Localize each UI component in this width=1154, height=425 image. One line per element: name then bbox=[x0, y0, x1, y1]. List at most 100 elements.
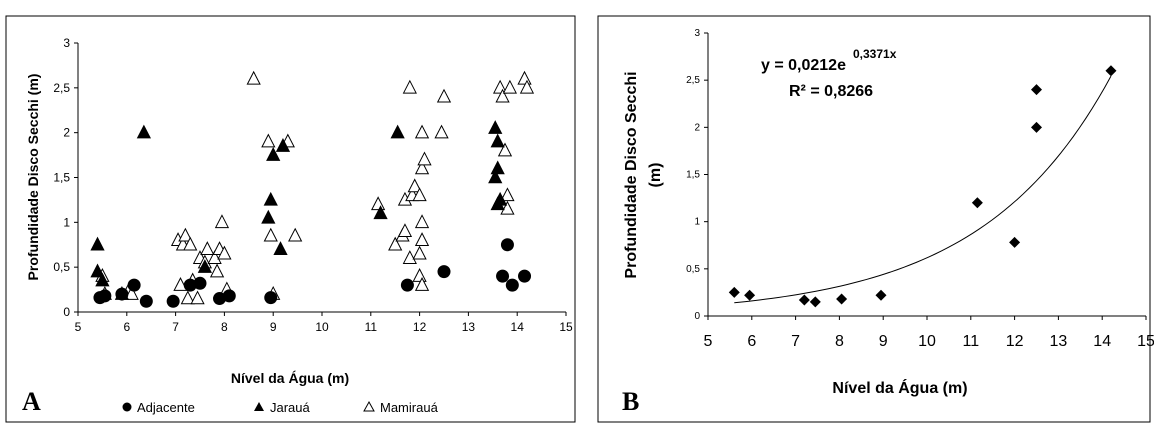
point-adjacente bbox=[500, 238, 514, 252]
point-mamiraua bbox=[417, 151, 432, 166]
panel-b-x-tick-label: 10 bbox=[918, 333, 936, 350]
panel-a-y-tick-label: 2,5 bbox=[53, 81, 70, 95]
point-mamiraua bbox=[261, 133, 276, 148]
point-mamiraua bbox=[124, 285, 139, 300]
point-mamiraua bbox=[388, 236, 403, 251]
panel-a-x-tick-label: 6 bbox=[123, 320, 130, 334]
point-adjacente bbox=[222, 289, 236, 303]
panel-a-y-tick-label: 1 bbox=[63, 215, 70, 229]
point-adjacente bbox=[437, 265, 451, 279]
point-diamond bbox=[798, 294, 810, 306]
panel-b-x-tick-label: 6 bbox=[747, 333, 756, 350]
legend-jaraua-label: Jarauá bbox=[270, 400, 311, 415]
point-adjacente bbox=[98, 289, 112, 303]
panel-b-y-axis-label-line1: Profundidade Disco Secchi bbox=[623, 71, 640, 278]
panel-b-x-tick-label: 8 bbox=[835, 333, 844, 350]
point-diamond bbox=[809, 296, 821, 308]
point-mamiraua bbox=[217, 245, 232, 260]
point-mamiraua bbox=[402, 79, 417, 94]
panel-a-y-tick-label: 0,5 bbox=[53, 260, 70, 274]
point-mamiraua bbox=[414, 232, 430, 247]
point-mamiraua bbox=[263, 227, 278, 242]
point-adjacente bbox=[264, 291, 278, 305]
panel-b-y-tick-label: 0 bbox=[694, 311, 700, 322]
trendline bbox=[734, 75, 1112, 304]
panel-a-x-tick-label: 7 bbox=[172, 320, 179, 334]
panel-b-letter: B bbox=[622, 387, 639, 416]
point-jaraua bbox=[136, 124, 151, 139]
point-mamiraua bbox=[209, 263, 225, 278]
panel-a-frame bbox=[5, 15, 576, 423]
point-mamiraua bbox=[500, 187, 515, 202]
point-diamond bbox=[1105, 65, 1117, 77]
panel-b-x-tick-label: 7 bbox=[791, 333, 800, 350]
panel-a-y-tick-label: 0 bbox=[63, 305, 70, 319]
point-mamiraua bbox=[434, 124, 449, 139]
panel-b-y-tick-label: 0,5 bbox=[686, 264, 700, 275]
panel-a-x-tick-label: 11 bbox=[365, 320, 378, 334]
point-mamiraua bbox=[214, 214, 230, 229]
point-mamiraua bbox=[414, 124, 430, 139]
panel-b-y-axis-label-line2: (m) bbox=[647, 163, 664, 188]
point-adjacente bbox=[139, 294, 153, 308]
point-jaraua bbox=[390, 124, 405, 139]
point-mamiraua bbox=[183, 236, 198, 251]
panel-a-legend: Adjacente Jarauá Mamirauá bbox=[122, 400, 439, 415]
panel-b-y-tick-label: 2,5 bbox=[686, 75, 700, 86]
point-mamiraua bbox=[497, 142, 513, 157]
chart-panel-a: A Profundidade Disco Secchi (m) Nível da… bbox=[5, 15, 576, 423]
panel-b-y-tick-label: 1,5 bbox=[686, 170, 700, 181]
point-jaraua bbox=[490, 133, 505, 148]
point-mamiraua bbox=[493, 79, 508, 94]
panel-b-x-tick-label: 15 bbox=[1137, 333, 1154, 350]
point-mamiraua bbox=[500, 200, 515, 215]
panel-a-x-axis-label: Nível da Água (m) bbox=[231, 370, 349, 386]
panel-b-y-tick-label: 3 bbox=[694, 28, 700, 39]
panel-b-frame bbox=[597, 15, 1151, 423]
legend-mamiraua-marker bbox=[363, 400, 375, 412]
point-mamiraua bbox=[412, 187, 427, 202]
point-mamiraua bbox=[412, 268, 427, 282]
panel-b-y-tick-label: 2 bbox=[694, 122, 700, 133]
point-mamiraua bbox=[517, 70, 532, 85]
panel-a-x-tick-label: 10 bbox=[315, 320, 329, 334]
panel-a-x-tick-label: 5 bbox=[75, 320, 82, 334]
legend-adjacente-marker bbox=[122, 402, 132, 412]
panel-a-y-tick-label: 2 bbox=[63, 126, 70, 140]
point-adjacente bbox=[505, 278, 519, 292]
point-diamond bbox=[1031, 121, 1042, 133]
point-diamond bbox=[836, 293, 848, 305]
panel-a-y-axis-label: Profundidade Disco Secchi (m) bbox=[25, 74, 41, 281]
panel-b-equation: y = 0,0212e 0,3371x R² = 0,8266 bbox=[761, 47, 897, 100]
point-mamiraua bbox=[414, 277, 430, 291]
point-diamond bbox=[1031, 84, 1042, 96]
panel-b-x-tick-label: 12 bbox=[1006, 333, 1024, 350]
point-jaraua bbox=[488, 120, 503, 134]
point-mamiraua bbox=[178, 227, 193, 242]
point-diamond bbox=[971, 197, 983, 209]
point-adjacente bbox=[213, 292, 227, 306]
point-adjacente bbox=[193, 276, 207, 290]
point-diamond bbox=[1009, 236, 1021, 248]
point-jaraua bbox=[197, 259, 212, 273]
panel-a-y-tick-label: 3 bbox=[63, 36, 70, 50]
point-mamiraua bbox=[502, 79, 517, 94]
point-mamiraua bbox=[371, 196, 386, 211]
point-mamiraua bbox=[190, 290, 205, 305]
point-jaraua bbox=[488, 169, 503, 184]
panel-a-x-tick-label: 15 bbox=[559, 320, 573, 334]
trendline-equation: y = 0,0212e bbox=[761, 57, 846, 74]
point-jaraua bbox=[263, 191, 278, 206]
point-jaraua bbox=[490, 160, 505, 175]
point-mamiraua bbox=[412, 245, 427, 260]
point-jaraua bbox=[261, 209, 276, 224]
point-mamiraua bbox=[436, 88, 452, 103]
point-jaraua bbox=[373, 205, 388, 220]
point-jaraua bbox=[90, 236, 105, 251]
point-diamond bbox=[728, 286, 740, 298]
point-adjacente bbox=[518, 269, 532, 283]
point-adjacente bbox=[400, 278, 414, 292]
point-mamiraua bbox=[246, 70, 261, 85]
point-mamiraua bbox=[200, 241, 215, 255]
point-mamiraua bbox=[288, 227, 303, 242]
